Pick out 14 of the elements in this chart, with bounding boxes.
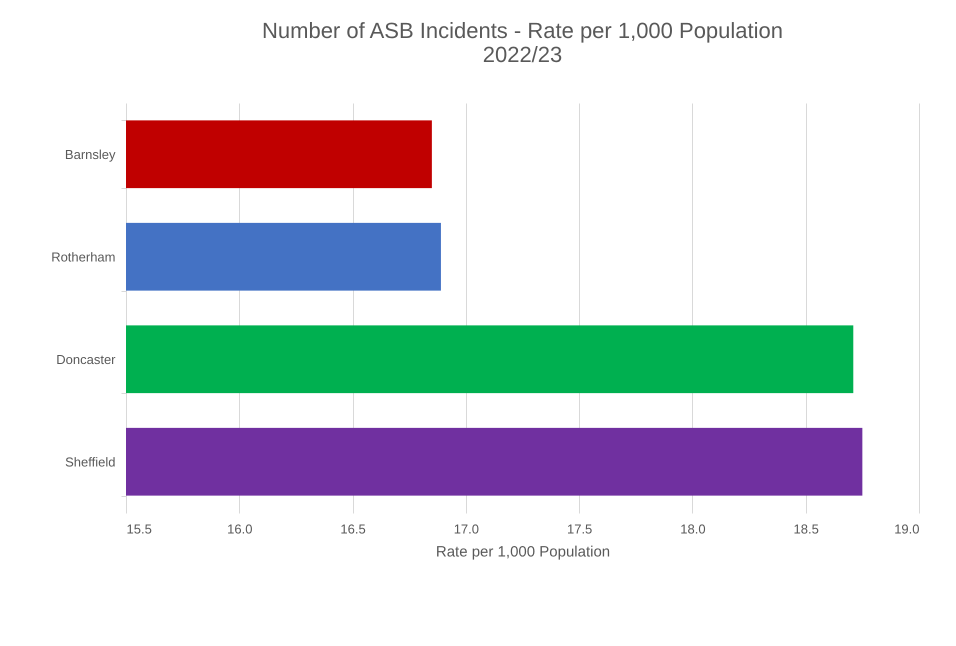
x-axis-title: Rate per 1,000 Population bbox=[436, 544, 610, 560]
x-tick-label: 15.5 bbox=[126, 522, 152, 536]
x-tick-label: 16.0 bbox=[227, 522, 252, 536]
x-tick-label: 16.5 bbox=[340, 522, 366, 536]
chart-title: Number of ASB Incidents - Rate per 1,000 Population 2022/23 bbox=[262, 18, 783, 67]
x-tick-label: 17.5 bbox=[566, 522, 592, 536]
x-tick-label: 18.0 bbox=[680, 522, 706, 536]
y-tick-label: Doncaster bbox=[56, 352, 116, 367]
x-tick-label: 17.0 bbox=[454, 522, 480, 536]
y-tick-label: Barnsley bbox=[64, 146, 116, 162]
y-tick-label: Sheffield bbox=[65, 454, 116, 470]
x-tick-label: 19.0 bbox=[894, 522, 920, 536]
x-tick-label: 18.5 bbox=[794, 522, 819, 536]
y-tick-label: Rotherham bbox=[51, 249, 116, 264]
